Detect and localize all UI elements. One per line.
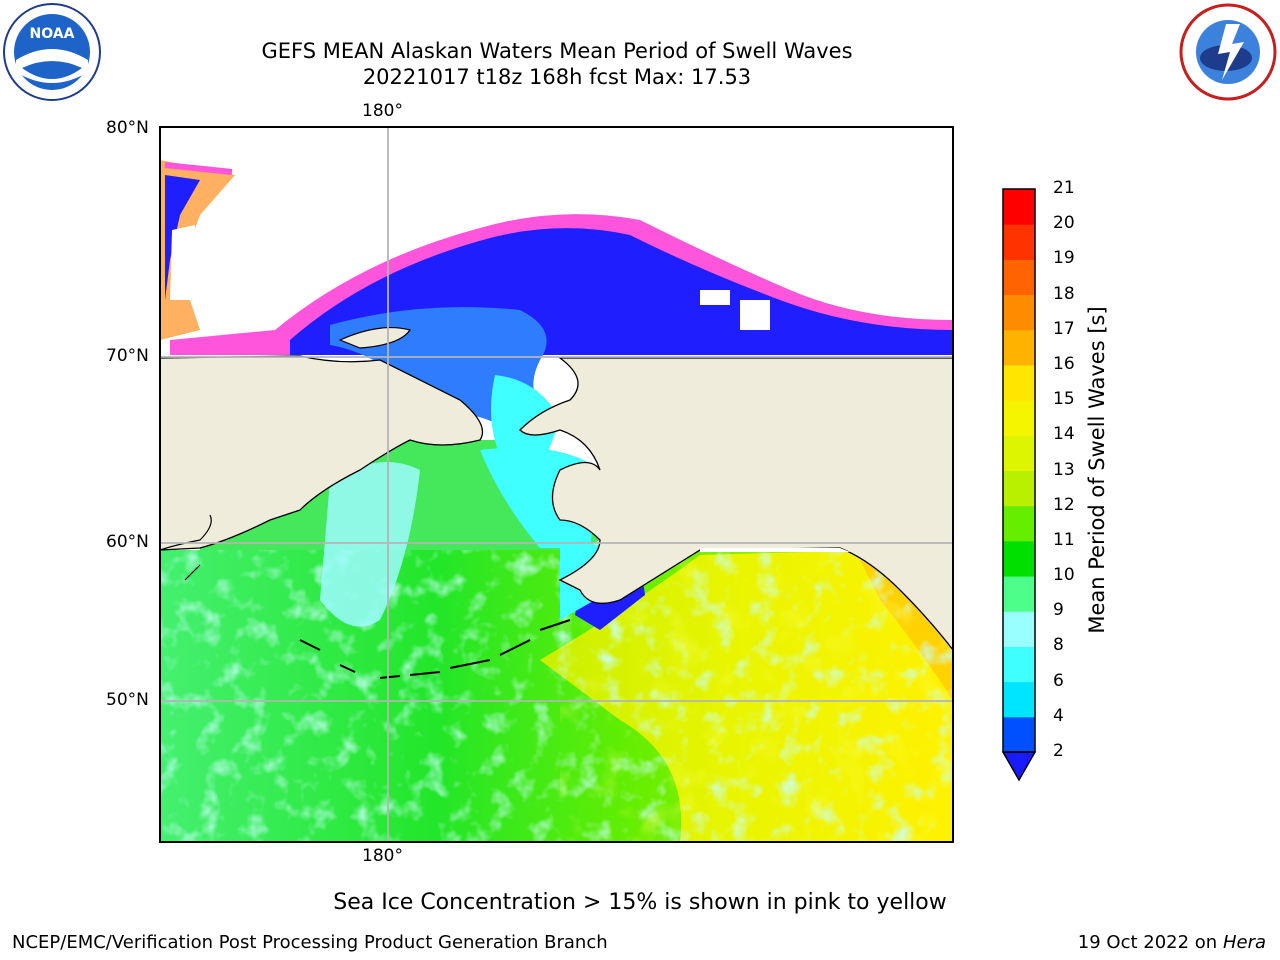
colorbar-tick-label: 20 xyxy=(1053,213,1075,234)
noaa-logo: NOAA xyxy=(3,3,101,101)
colorbar-segment xyxy=(1003,716,1035,753)
wrangel-island xyxy=(338,326,411,349)
lat-label-60: 60°N xyxy=(106,532,149,552)
footer-credit: NCEP/EMC/Verification Post Processing Pr… xyxy=(12,932,608,953)
footer-date: 19 Oct 2022 on Hera xyxy=(1078,932,1266,953)
siberia-land xyxy=(160,355,484,551)
colorbar-tick-label: 9 xyxy=(1053,600,1064,621)
colorbar-tick-label: 15 xyxy=(1053,389,1075,410)
aleutian-islands xyxy=(299,619,571,679)
colorbar-segment xyxy=(1003,611,1035,647)
footer-host: Hera xyxy=(1222,932,1266,953)
colorbar-segment xyxy=(1003,505,1035,542)
colorbar-frame xyxy=(1002,188,1036,753)
colorbar-segment xyxy=(1003,681,1035,718)
colorbar-tick-label: 11 xyxy=(1053,529,1075,550)
colorbar-title: Mean Period of Swell Waves [s] xyxy=(1085,306,1109,634)
noaa-logo-text: NOAA xyxy=(30,26,75,42)
colorbar-segment xyxy=(1003,224,1035,260)
colorbar-tick-label: 16 xyxy=(1053,353,1075,374)
colorbar-tick-label: 14 xyxy=(1053,424,1075,445)
colorbar-segment xyxy=(1003,470,1035,507)
colorbar-segment xyxy=(1003,540,1035,577)
footer-date-text: 19 Oct 2022 on xyxy=(1077,932,1223,953)
colorbar-segment xyxy=(1003,259,1035,296)
colorbar-tick-label: 4 xyxy=(1053,705,1064,726)
nws-logo xyxy=(1179,3,1277,101)
colorbar-tick-label: 2 xyxy=(1053,741,1064,761)
chart-title: GEFS MEAN Alaskan Waters Mean Period of … xyxy=(261,39,853,63)
colorbar-segment xyxy=(1003,294,1035,331)
chart-subtitle: 20221017 t18z 168h fcst Max: 17.53 xyxy=(362,65,752,89)
colorbar-segment xyxy=(1003,400,1035,436)
lon-label-bottom: 180° xyxy=(362,846,403,866)
colorbar-tick-label: 12 xyxy=(1053,494,1075,515)
lat-label-50: 50°N xyxy=(106,690,149,710)
colorbar-segment xyxy=(1003,364,1035,401)
graticule xyxy=(160,127,953,842)
colorbar-segment xyxy=(1003,576,1035,612)
colorbar-tick-label: 17 xyxy=(1053,318,1075,339)
lat-label-70: 70°N xyxy=(106,346,149,366)
colorbar-tick-label: 10 xyxy=(1053,565,1075,586)
alaska-land xyxy=(519,357,953,652)
sea-ice-caption: Sea Ice Concentration > 15% is shown in … xyxy=(333,890,947,915)
colorbar-tick-label: 6 xyxy=(1053,670,1064,691)
colorbar-under-arrow xyxy=(1001,751,1037,782)
lon-label-top: 180° xyxy=(362,101,403,121)
colorbar-tick-label: 21 xyxy=(1053,178,1075,198)
colorbar-segment xyxy=(1003,189,1035,225)
map-frame xyxy=(159,126,954,843)
colorbar-tick-label: 8 xyxy=(1053,635,1064,656)
colorbar-segment xyxy=(1003,435,1035,471)
colorbar-tick-label: 19 xyxy=(1053,248,1075,269)
colorbar-segment xyxy=(1003,329,1035,366)
colorbar-tick-label: 18 xyxy=(1053,283,1075,304)
colorbar-tick-label: 13 xyxy=(1053,459,1075,480)
colorbar-segment xyxy=(1003,646,1035,683)
colorbar xyxy=(1001,188,1037,782)
lat-label-80: 80°N xyxy=(106,118,149,138)
